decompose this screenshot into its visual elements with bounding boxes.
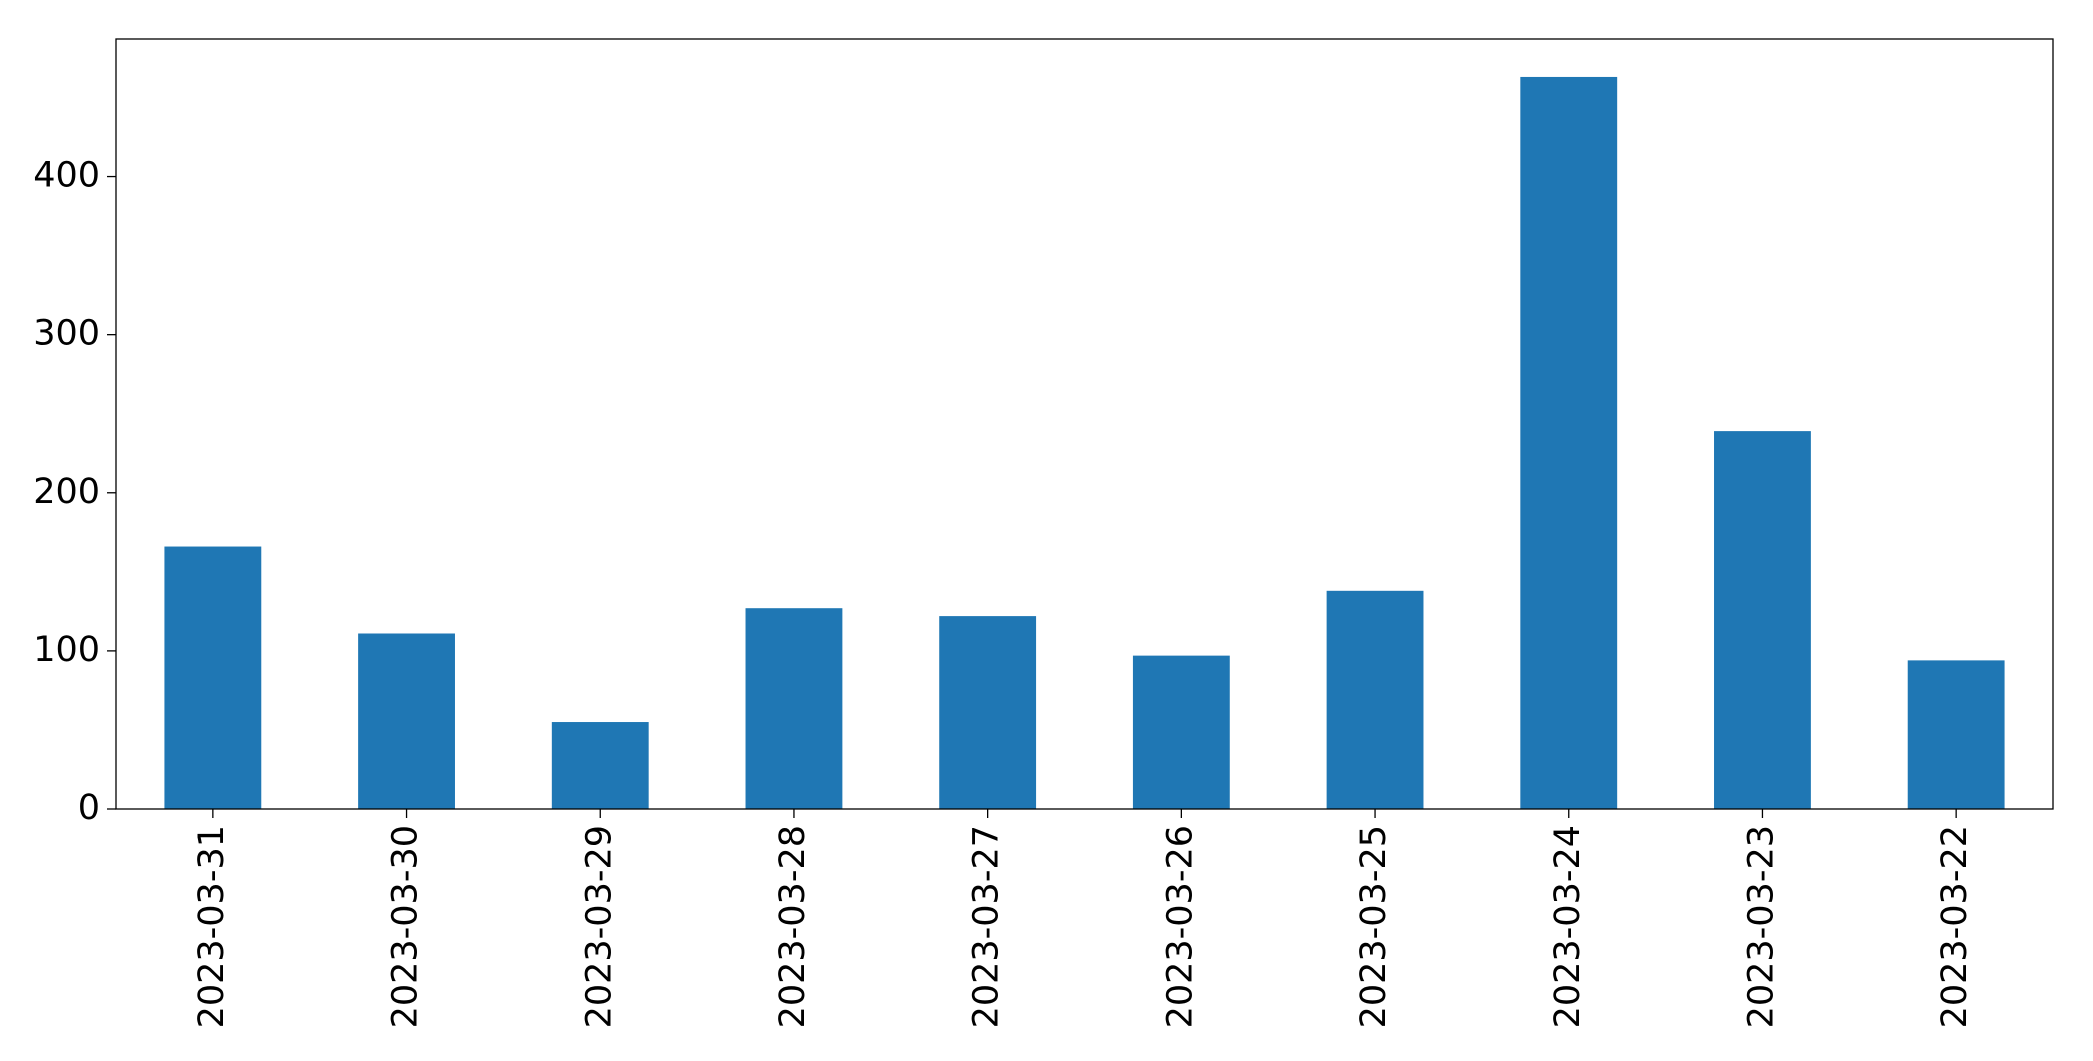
x-tick-label: 2023-03-23 xyxy=(1741,825,1781,1028)
bar xyxy=(1714,431,1811,809)
x-tick-label: 2023-03-25 xyxy=(1354,825,1394,1028)
x-tick-label: 2023-03-22 xyxy=(1935,825,1975,1028)
bar xyxy=(1907,660,2005,809)
x-tick-label: 2023-03-29 xyxy=(579,825,619,1028)
x-tick-label: 2023-03-28 xyxy=(773,825,813,1028)
y-tick-label: 300 xyxy=(33,314,100,354)
bar xyxy=(939,616,1037,809)
y-tick-label: 400 xyxy=(33,156,100,196)
bar xyxy=(164,546,262,809)
x-tick-label: 2023-03-24 xyxy=(1548,825,1588,1028)
x-tick-label: 2023-03-26 xyxy=(1160,825,1200,1028)
plot-frame xyxy=(115,38,2054,810)
y-tick-label: 200 xyxy=(33,472,100,512)
x-tick-label: 2023-03-30 xyxy=(386,825,426,1028)
bar xyxy=(358,633,455,809)
y-tick-label: 100 xyxy=(33,630,100,670)
bar xyxy=(745,608,843,809)
x-tick-label: 2023-03-31 xyxy=(192,825,232,1028)
bar xyxy=(1520,76,1618,810)
bar xyxy=(1132,655,1230,809)
y-tick-label: 0 xyxy=(78,788,100,828)
bar xyxy=(551,722,649,809)
x-tick-label: 2023-03-27 xyxy=(967,825,1007,1028)
bar xyxy=(1326,590,1424,809)
